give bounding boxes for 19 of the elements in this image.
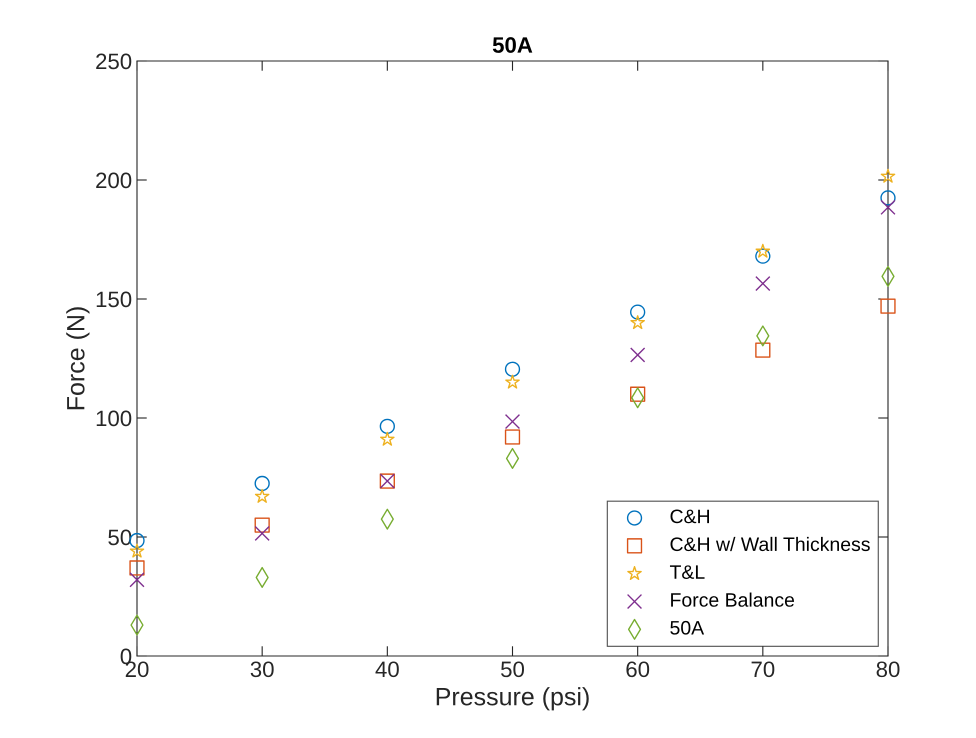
y-axis-title: Force (N): [66, 307, 90, 410]
chart-title: 50A: [492, 37, 532, 53]
x-tick-label: 30: [250, 661, 274, 678]
x-tick-label: 60: [626, 661, 650, 678]
legend-label: C&H: [670, 509, 709, 524]
legend-label: 50A: [670, 620, 704, 635]
y-tick-label: 200: [96, 172, 132, 188]
y-tick-label: 50: [108, 530, 132, 546]
x-axis-title: Pressure (psi): [436, 687, 589, 710]
x-tick-label: 40: [375, 661, 399, 678]
x-tick-label: 70: [752, 661, 774, 678]
y-tick-label: 100: [96, 410, 132, 426]
legend-label: C&H w/ Wall Thickness: [670, 536, 870, 552]
x-tick-label: 50: [501, 661, 524, 678]
legend-label: T&L: [670, 565, 705, 579]
y-tick-label: 150: [96, 292, 132, 308]
legend-label: Force Balance: [671, 592, 794, 607]
y-tick-label: 250: [96, 54, 132, 70]
x-tick-label: 80: [876, 661, 900, 678]
